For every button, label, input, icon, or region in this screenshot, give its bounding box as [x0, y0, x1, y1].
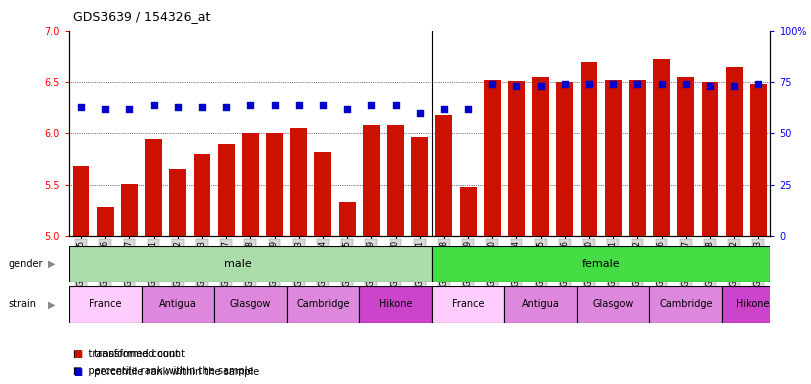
Text: gender: gender	[8, 259, 43, 269]
Text: Antigua: Antigua	[521, 299, 560, 310]
Point	[292, 102, 305, 108]
Point	[413, 110, 427, 116]
Point	[752, 81, 765, 87]
Point	[727, 83, 740, 89]
Bar	[436, 115, 453, 236]
Point	[486, 81, 499, 87]
Point	[195, 104, 208, 110]
Bar	[141, 286, 214, 323]
Point	[534, 83, 547, 89]
Bar	[359, 286, 431, 323]
Bar	[650, 286, 722, 323]
Bar	[242, 133, 259, 236]
Bar	[702, 82, 719, 236]
Text: female: female	[581, 259, 620, 269]
Point	[244, 102, 257, 108]
Bar	[69, 286, 141, 323]
Bar	[72, 166, 89, 236]
Bar	[581, 61, 598, 236]
Bar	[290, 128, 307, 236]
Point	[680, 81, 693, 87]
Bar	[750, 84, 767, 236]
Bar	[121, 184, 138, 236]
Bar	[726, 67, 743, 236]
Point	[631, 81, 644, 87]
Point	[558, 81, 571, 87]
Text: Cambridge: Cambridge	[296, 299, 350, 310]
Text: GDS3639 / 154326_at: GDS3639 / 154326_at	[73, 10, 210, 23]
Text: Hikone: Hikone	[379, 299, 412, 310]
Bar	[722, 286, 783, 323]
Point	[220, 104, 233, 110]
Text: strain: strain	[8, 299, 36, 310]
Bar	[431, 286, 504, 323]
Text: ■  transformed count
■  percentile rank within the sample: ■ transformed count ■ percentile rank wi…	[73, 349, 254, 376]
Point	[437, 106, 450, 112]
Text: Cambridge: Cambridge	[659, 299, 713, 310]
Bar	[217, 144, 234, 236]
Bar	[169, 169, 187, 236]
Text: ▶: ▶	[48, 299, 55, 310]
Text: percentile rank within the sample: percentile rank within the sample	[88, 367, 259, 377]
Bar	[97, 207, 114, 236]
Bar	[504, 286, 577, 323]
Bar	[677, 77, 694, 236]
Bar	[532, 77, 549, 236]
Point	[123, 106, 136, 112]
Bar	[411, 137, 428, 236]
Bar	[653, 60, 670, 236]
Point	[147, 102, 160, 108]
Point	[655, 81, 668, 87]
Point	[268, 102, 281, 108]
Bar	[577, 286, 650, 323]
Point	[607, 81, 620, 87]
Text: Hikone: Hikone	[736, 299, 769, 310]
Bar	[145, 139, 162, 236]
Point	[75, 104, 88, 110]
Bar	[508, 81, 525, 236]
Text: France: France	[89, 299, 122, 310]
Point	[389, 102, 402, 108]
Bar	[194, 154, 210, 236]
Text: Antigua: Antigua	[159, 299, 197, 310]
Point	[365, 102, 378, 108]
Bar	[605, 80, 622, 236]
Point	[99, 106, 112, 112]
Point	[171, 104, 184, 110]
Point	[510, 83, 523, 89]
Bar	[556, 82, 573, 236]
Text: ■: ■	[73, 367, 82, 377]
Point	[582, 81, 595, 87]
Point	[461, 106, 474, 112]
Bar	[315, 152, 332, 236]
Bar	[339, 202, 355, 236]
Text: Glasgow: Glasgow	[593, 299, 634, 310]
Text: ■: ■	[73, 349, 82, 359]
Bar	[387, 125, 404, 236]
Bar	[266, 133, 283, 236]
Bar	[431, 246, 770, 282]
Text: France: France	[452, 299, 484, 310]
Text: ▶: ▶	[48, 259, 55, 269]
Point	[703, 83, 716, 89]
Bar	[214, 286, 286, 323]
Bar	[69, 246, 431, 282]
Bar	[460, 187, 477, 236]
Text: transformed count: transformed count	[88, 349, 185, 359]
Text: male: male	[225, 259, 252, 269]
Bar	[484, 80, 500, 236]
Point	[316, 102, 329, 108]
Bar	[629, 80, 646, 236]
Text: Glasgow: Glasgow	[230, 299, 271, 310]
Point	[341, 106, 354, 112]
Bar	[286, 286, 359, 323]
Bar	[363, 125, 380, 236]
